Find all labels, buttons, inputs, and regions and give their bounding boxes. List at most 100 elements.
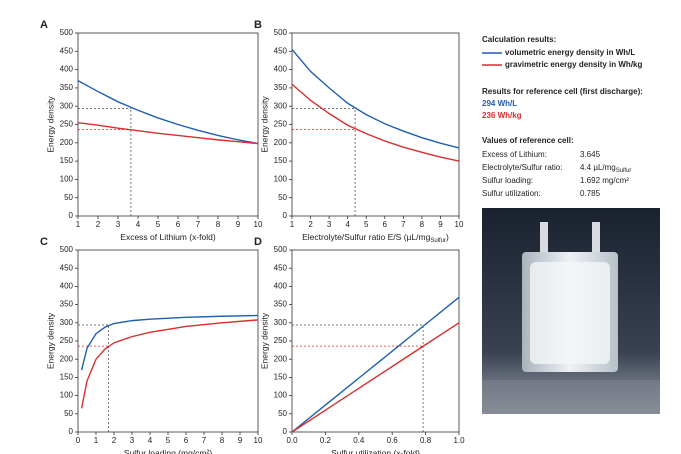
x-tick-label: 2	[96, 220, 101, 229]
x-tick-label: 1	[76, 220, 81, 229]
y-tick-label: 400	[274, 65, 288, 74]
x-tick-label: 0.0	[286, 436, 298, 445]
y-tick-label: 450	[60, 46, 74, 55]
y-tick-label: 300	[274, 318, 288, 327]
y-tick-label: 0	[283, 427, 288, 436]
series-line	[80, 319, 259, 409]
result-volumetric: 294 Wh/L	[482, 99, 517, 108]
y-tick-label: 500	[60, 245, 74, 254]
x-axis-label-text: Excess of Lithium (x-fold)	[120, 232, 216, 242]
x-tick-label: 7	[401, 220, 406, 229]
x-axis-label-text: Sulfur utilization (x-fold)	[331, 448, 420, 454]
y-tick-label: 50	[64, 193, 73, 202]
panel-label: D	[254, 236, 262, 248]
row-label: Excess of Lithium:	[482, 150, 547, 159]
y-tick-label: 150	[274, 156, 288, 165]
plot-frame	[77, 32, 259, 217]
series-line	[80, 314, 259, 371]
x-tick-label: 0.8	[420, 436, 432, 445]
y-tick-label: 100	[60, 175, 74, 184]
panel-heading: Calculation results:	[482, 35, 556, 44]
result-gravimetric: 236 Wh/kg	[482, 111, 522, 120]
y-tick-label: 100	[274, 391, 288, 400]
y-tick-label: 250	[274, 336, 288, 345]
x-tick-label: 10	[254, 436, 263, 445]
y-tick-label: 0	[283, 211, 288, 220]
x-tick-label: 4	[136, 220, 141, 229]
x-tick-label: 1	[94, 436, 99, 445]
x-axis-label-text: Sulfur loading (mg/cm²)	[124, 448, 213, 454]
x-tick-label: 0.6	[387, 436, 399, 445]
legend-label: gravimetric energy density in Wh/kg	[505, 60, 642, 69]
y-tick-label: 500	[274, 245, 288, 254]
y-tick-label: 450	[274, 263, 288, 272]
series-line	[291, 296, 460, 433]
y-tick-label: 150	[274, 373, 288, 382]
y-tick-label: 0	[69, 211, 74, 220]
x-tick-label: 5	[156, 220, 161, 229]
y-tick-label: 400	[60, 282, 74, 291]
y-tick-label: 150	[60, 373, 74, 382]
y-tick-label: 0	[69, 427, 74, 436]
legend-label: volumetric energy density in Wh/L	[505, 48, 635, 57]
x-axis-label-sub: Sulfur	[430, 238, 446, 244]
y-tick-label: 50	[278, 409, 287, 418]
y-tick-label: 100	[60, 391, 74, 400]
y-tick-label: 350	[274, 300, 288, 309]
x-tick-label: 3	[130, 436, 135, 445]
x-tick-label: 4	[345, 220, 350, 229]
y-tick-label: 400	[60, 65, 74, 74]
x-tick-label: 8	[220, 436, 225, 445]
plot-frame	[291, 249, 460, 433]
y-tick-label: 500	[274, 28, 288, 37]
series-line	[77, 79, 259, 145]
panel-label: B	[254, 19, 262, 31]
x-axis-label: Sulfur utilization (x-fold)	[331, 448, 420, 454]
x-tick-label: 4	[148, 436, 153, 445]
x-tick-label: 2	[112, 436, 117, 445]
row-value-text: 1.692 mg/cm²	[580, 176, 629, 185]
x-tick-label: 9	[238, 436, 243, 445]
x-axis-label-text: Electrolyte/Sulfur ratio E/S (µL/mg	[302, 232, 430, 242]
x-tick-label: 10	[455, 220, 464, 229]
series-line	[291, 49, 460, 149]
y-axis-label: Energy density	[259, 312, 269, 369]
plot-frame	[291, 32, 460, 217]
row-label: Sulfur loading:	[482, 176, 533, 185]
x-axis-label: Electrolyte/Sulfur ratio E/S (µL/mgSulfu…	[302, 232, 449, 243]
plot-frame	[77, 249, 259, 433]
row-value-sub: Sulfur	[616, 168, 632, 174]
x-tick-label: 0.2	[320, 436, 332, 445]
y-tick-label: 300	[274, 101, 288, 110]
y-tick-label: 50	[278, 193, 287, 202]
row-value: 3.645	[580, 150, 601, 159]
y-axis-label: Energy density	[45, 312, 55, 369]
y-tick-label: 50	[64, 409, 73, 418]
x-tick-label: 2	[308, 220, 313, 229]
y-tick-label: 350	[274, 83, 288, 92]
x-tick-label: 6	[383, 220, 388, 229]
y-tick-label: 450	[274, 46, 288, 55]
y-axis-label: Energy density	[259, 96, 269, 153]
series-line	[77, 121, 259, 145]
series-line	[291, 322, 460, 433]
row-value-text: 4.4 µL/mg	[580, 163, 616, 172]
x-tick-label: 5	[166, 436, 171, 445]
x-tick-label: 9	[438, 220, 443, 229]
x-tick-label: 6	[184, 436, 189, 445]
x-tick-label: 1.0	[453, 436, 465, 445]
y-tick-label: 200	[60, 354, 74, 363]
y-tick-label: 400	[274, 282, 288, 291]
y-tick-label: 500	[60, 28, 74, 37]
x-tick-label: 1	[290, 220, 295, 229]
x-tick-label: 8	[420, 220, 425, 229]
y-tick-label: 300	[60, 101, 74, 110]
x-tick-label: 7	[202, 436, 207, 445]
y-tick-label: 300	[60, 318, 74, 327]
y-tick-label: 200	[60, 138, 74, 147]
y-tick-label: 100	[274, 175, 288, 184]
y-tick-label: 250	[274, 120, 288, 129]
y-tick-label: 350	[60, 83, 74, 92]
y-axis-label: Energy density	[45, 96, 55, 153]
row-label: Electrolyte/Sulfur ratio:	[482, 163, 562, 172]
